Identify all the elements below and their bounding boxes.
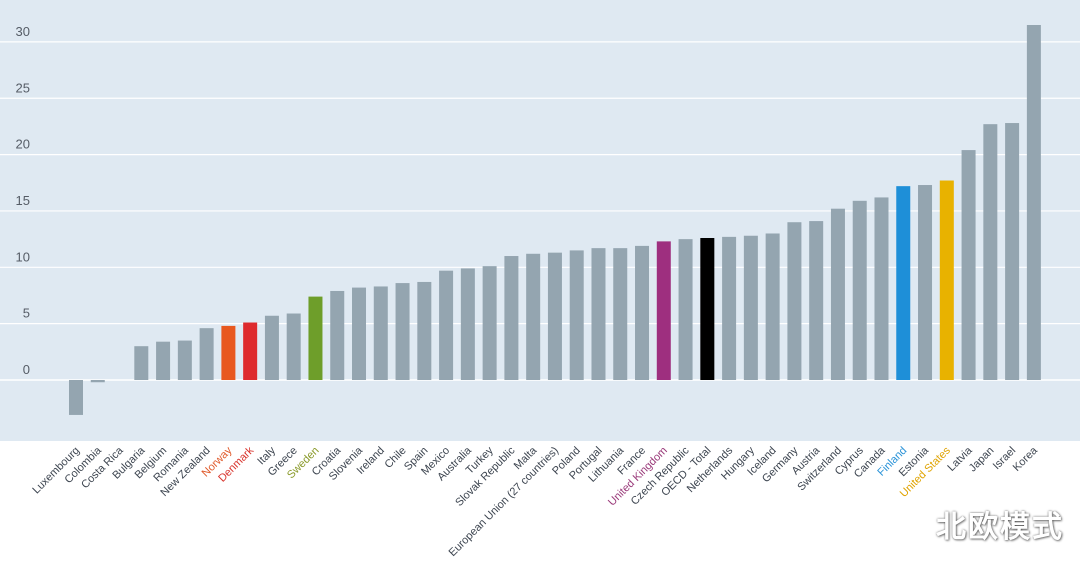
- bar-latvia: [961, 150, 976, 380]
- y-tick-label: 5: [23, 306, 30, 321]
- bar-turkey: [482, 266, 497, 380]
- bar-italy: [264, 315, 279, 380]
- bar-malta: [526, 253, 541, 380]
- bar-romania: [177, 340, 192, 381]
- watermark-logo: 北欧模式: [936, 510, 1064, 545]
- bar-mexico: [439, 270, 454, 380]
- bar-greece: [286, 313, 301, 380]
- bar-slovenia: [352, 287, 367, 380]
- bar-estonia: [918, 185, 933, 380]
- bar-france: [635, 245, 650, 380]
- y-tick-label: 20: [16, 137, 30, 152]
- y-tick-label: 0: [23, 362, 30, 377]
- bar-hungary: [743, 235, 758, 380]
- bar-sweden: [308, 296, 323, 380]
- bar-israel: [1005, 123, 1020, 380]
- y-tick-label: 15: [16, 193, 30, 208]
- bar-netherlands: [722, 236, 737, 380]
- bars: [69, 25, 1041, 415]
- y-tick-label: 30: [16, 24, 30, 39]
- bar-luxembourg: [69, 380, 83, 415]
- x-tick-label: Japan: [967, 445, 997, 475]
- bar-norway: [221, 325, 236, 380]
- bar-belgium: [156, 341, 171, 380]
- bar-finland: [896, 186, 911, 380]
- bar-ireland: [373, 286, 388, 380]
- bar-slovak-republic: [504, 256, 519, 380]
- x-tick-label: Korea: [1011, 444, 1041, 474]
- bar-chile: [395, 283, 410, 380]
- bar-austria: [809, 221, 824, 380]
- bar-czech-republic: [678, 239, 693, 381]
- bar-switzerland: [830, 208, 845, 380]
- bar-portugal: [591, 248, 606, 380]
- bar-poland: [569, 250, 584, 380]
- bar-denmark: [243, 322, 258, 380]
- bar-cyprus: [852, 200, 867, 380]
- bar-iceland: [765, 233, 780, 380]
- bar-germany: [787, 222, 802, 380]
- bar-korea: [1026, 25, 1041, 380]
- y-axis-ticks: 0 5 10 15 20 25 30: [16, 24, 30, 377]
- bar-united-states: [939, 180, 954, 380]
- bar-united-kingdom: [656, 241, 671, 380]
- bar-bulgaria: [134, 346, 149, 380]
- bar-canada: [874, 197, 889, 380]
- bar-new-zealand: [199, 328, 214, 380]
- bar-european-union-27-countries-: [547, 252, 562, 380]
- bar-oecd-total: [700, 238, 715, 380]
- bar-lithuania: [613, 248, 628, 380]
- bar-japan: [983, 124, 998, 380]
- bar-croatia: [330, 290, 345, 380]
- y-tick-label: 10: [16, 249, 30, 264]
- bar-australia: [460, 268, 475, 380]
- y-tick-label: 25: [16, 80, 30, 95]
- bar-colombia: [90, 380, 105, 383]
- bar-spain: [417, 281, 432, 380]
